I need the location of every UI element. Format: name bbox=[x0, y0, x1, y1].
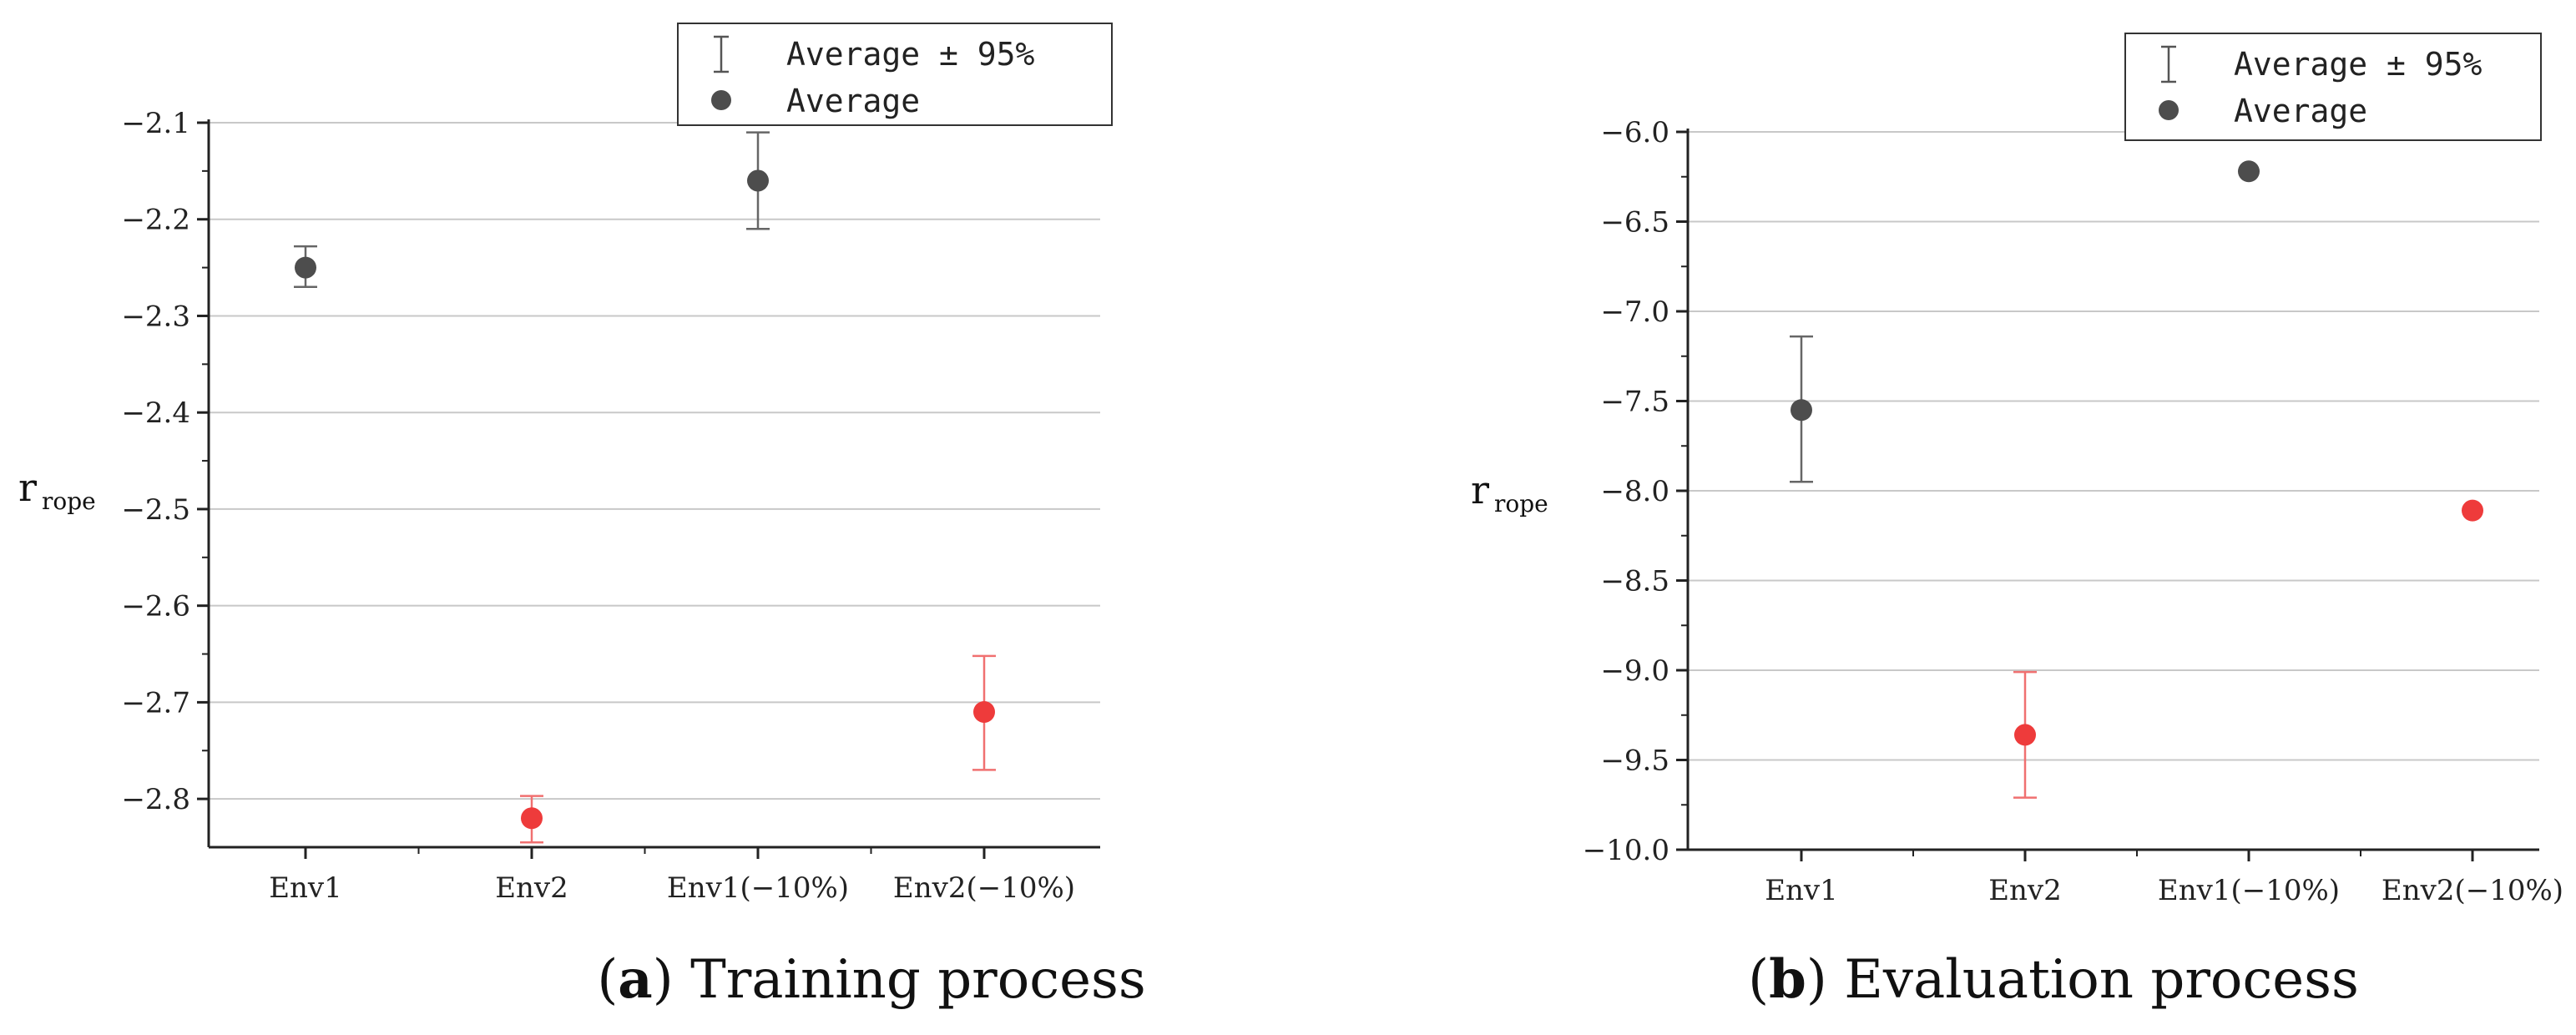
y-tick-label: −2.8 bbox=[121, 783, 190, 816]
y-tick-label: −6.5 bbox=[1600, 206, 1669, 240]
x-tick-label: Env1(−10%) bbox=[2158, 874, 2340, 907]
legend-box bbox=[2124, 33, 2542, 141]
y-tick-label: −8.0 bbox=[1600, 475, 1669, 508]
y-tick-label: −7.0 bbox=[1600, 295, 1669, 329]
data-point bbox=[973, 700, 995, 723]
caption-paren: ( bbox=[597, 949, 618, 1011]
legend-marker-icon bbox=[711, 90, 731, 110]
legend-marker-label: Average bbox=[2234, 93, 2367, 129]
x-tick-label: Env1(−10%) bbox=[667, 871, 849, 905]
chart-panel-b: −6.0 −6.5 −7.0 −7.5 −8.0 −8.5 −9.0 −9.5 −10.0 Env… bbox=[1471, 33, 2563, 1011]
y-axis-label-subscript: rope bbox=[1494, 490, 1548, 518]
y-tick-label: −9.0 bbox=[1600, 654, 1669, 688]
caption-text: ) Evaluation process bbox=[1806, 949, 2359, 1011]
y-tick-label: −2.2 bbox=[121, 204, 190, 237]
data-point bbox=[521, 807, 543, 830]
y-tick-label: −9.5 bbox=[1600, 745, 1669, 778]
x-tick-label: Env1 bbox=[269, 871, 342, 905]
y-tick-label: −7.5 bbox=[1600, 386, 1669, 419]
data-point bbox=[295, 256, 316, 279]
y-tick-label: −2.5 bbox=[121, 493, 190, 527]
x-tick-label: Env2(−10%) bbox=[2382, 874, 2563, 907]
data-point bbox=[2462, 499, 2483, 522]
y-tick-label: −2.4 bbox=[121, 396, 190, 430]
x-tick-label: Env2 bbox=[1988, 874, 2062, 907]
caption-letter: b bbox=[1769, 948, 1806, 1011]
data-point bbox=[1791, 399, 1812, 422]
caption-paren: ( bbox=[1748, 949, 1769, 1011]
legend-errorbar-label: Average ± 95% bbox=[2234, 46, 2483, 83]
x-tick-label: Env2(−10%) bbox=[893, 871, 1075, 905]
y-tick-label: −2.7 bbox=[121, 686, 190, 719]
caption-letter: a bbox=[618, 948, 652, 1011]
legend-marker-label: Average bbox=[786, 83, 920, 119]
y-tick-label: −10.0 bbox=[1583, 834, 1669, 867]
y-tick-label: −2.3 bbox=[121, 300, 190, 333]
y-tick-label: −8.5 bbox=[1600, 565, 1669, 598]
legend-errorbar-label: Average ± 95% bbox=[786, 36, 1035, 73]
data-point bbox=[2014, 724, 2036, 746]
y-axis-label: r bbox=[1471, 467, 1489, 512]
y-tick-label: −6.0 bbox=[1600, 116, 1669, 149]
y-axis-label: r bbox=[18, 465, 37, 510]
data-point bbox=[747, 169, 769, 192]
panel-caption: (a) Training process bbox=[597, 948, 1145, 1011]
legend-marker-icon bbox=[2159, 100, 2179, 120]
legend-box bbox=[677, 23, 1113, 126]
caption-text: ) Training process bbox=[653, 949, 1146, 1011]
y-axis-label-subscript: rope bbox=[42, 487, 96, 515]
x-tick-label: Env2 bbox=[495, 871, 568, 905]
x-tick-label: Env1 bbox=[1765, 874, 1838, 907]
data-point bbox=[2238, 160, 2260, 183]
chart-panel-a: −2.1 −2.2 −2.3 −2.4 −2.5 −2.6 −2.7 −2.8 Env1 Env2… bbox=[18, 23, 1146, 1011]
y-tick-label: −2.1 bbox=[121, 107, 190, 140]
y-tick-label: −2.6 bbox=[121, 590, 190, 624]
panel-caption: (b) Evaluation process bbox=[1748, 948, 2359, 1011]
